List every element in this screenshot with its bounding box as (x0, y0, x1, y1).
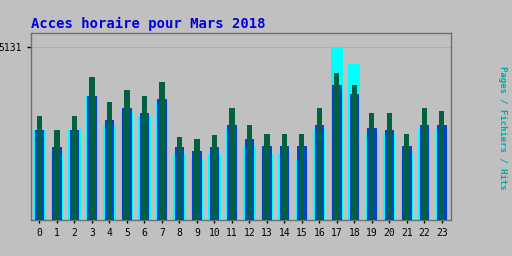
Bar (367, 129, 377, 220)
Bar (191, 159, 203, 220)
Bar (175, 147, 184, 220)
Bar (439, 111, 444, 220)
Bar (140, 113, 149, 220)
Bar (104, 120, 114, 220)
Bar (37, 116, 42, 220)
Bar (245, 139, 254, 220)
Bar (314, 125, 324, 220)
Bar (173, 154, 185, 220)
Bar (124, 90, 130, 220)
Bar (87, 95, 97, 220)
Bar (437, 125, 446, 220)
Bar (159, 82, 164, 220)
Bar (52, 147, 62, 220)
Bar (383, 134, 395, 220)
Bar (317, 108, 322, 220)
Bar (33, 130, 46, 220)
Bar (262, 146, 272, 220)
Bar (212, 135, 217, 220)
Bar (177, 137, 182, 220)
Bar (350, 94, 359, 220)
Bar (208, 154, 221, 220)
Bar (334, 73, 339, 220)
Bar (226, 130, 238, 220)
Bar (243, 146, 255, 220)
Bar (261, 154, 273, 220)
Bar (282, 134, 287, 220)
Bar (369, 113, 374, 220)
Bar (122, 108, 132, 220)
Bar (142, 95, 147, 220)
Bar (227, 125, 237, 220)
Bar (157, 99, 167, 220)
Bar (297, 146, 307, 220)
Bar (401, 154, 413, 220)
Bar (366, 134, 378, 220)
Bar (331, 47, 343, 220)
Bar (54, 130, 59, 220)
Bar (194, 139, 200, 220)
Bar (107, 102, 112, 220)
Bar (436, 130, 448, 220)
Bar (51, 154, 63, 220)
Bar (299, 134, 305, 220)
Bar (35, 130, 44, 220)
Bar (89, 77, 95, 220)
Bar (348, 65, 360, 220)
Text: Pages / Fichiers / Hits: Pages / Fichiers / Hits (498, 66, 507, 190)
Bar (86, 95, 98, 220)
Bar (332, 85, 342, 220)
Bar (70, 130, 79, 220)
Bar (229, 108, 234, 220)
Bar (418, 130, 431, 220)
Bar (68, 130, 80, 220)
Bar (402, 146, 412, 220)
Bar (264, 134, 269, 220)
Bar (156, 102, 168, 220)
Bar (387, 113, 392, 220)
Bar (278, 154, 290, 220)
Bar (296, 159, 308, 220)
Bar (103, 125, 116, 220)
Bar (313, 130, 326, 220)
Text: Acces horaire pour Mars 2018: Acces horaire pour Mars 2018 (31, 17, 265, 31)
Bar (192, 151, 202, 220)
Bar (247, 125, 252, 220)
Bar (422, 108, 427, 220)
Bar (404, 134, 410, 220)
Bar (385, 130, 394, 220)
Bar (352, 85, 357, 220)
Bar (138, 116, 151, 220)
Bar (121, 111, 133, 220)
Bar (419, 125, 429, 220)
Bar (209, 147, 219, 220)
Bar (280, 146, 289, 220)
Bar (72, 116, 77, 220)
